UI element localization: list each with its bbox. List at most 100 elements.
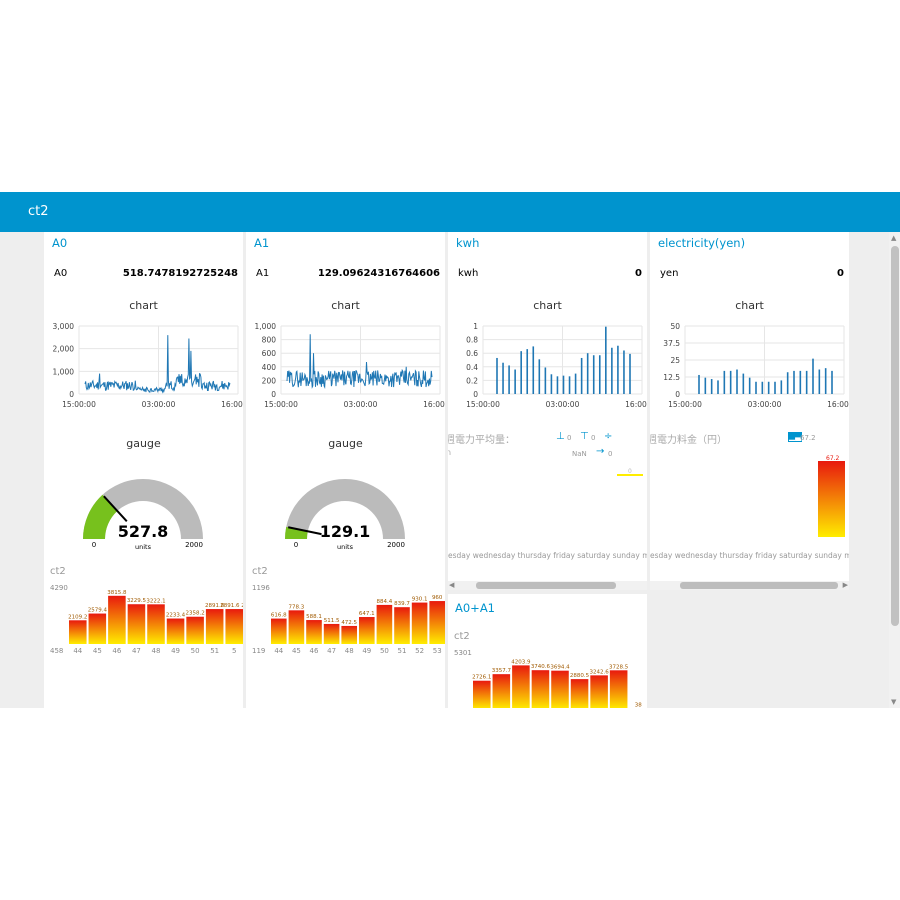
bar-chart-icon: ▁▃ — [788, 432, 803, 442]
bar-value-label: 616.8 — [271, 613, 287, 619]
text-label: yen — [660, 268, 679, 279]
bar-value-label: 2579.4 — [88, 608, 108, 614]
vertical-scrollbar[interactable]: ▲ ▼ — [889, 232, 900, 708]
y-tick-label: 800 — [262, 336, 277, 345]
bar — [492, 674, 511, 708]
x-tick-label: 16:00:00 — [827, 400, 849, 409]
bar-x-tick: 53 — [433, 647, 442, 655]
y-tick-label: 0.8 — [466, 336, 478, 345]
bar-x-tick: 47 — [327, 647, 336, 655]
bar-value-label: 647.1 — [359, 611, 375, 617]
group-title: A0 — [52, 236, 68, 250]
x-tick-label: 15:00:00 — [62, 400, 96, 409]
text-value: 518.7478192725248 — [122, 268, 238, 279]
bar-value-label: 3815.8 — [107, 590, 127, 596]
x-tick-label: 15:00:00 — [466, 400, 500, 409]
gauge-fill — [285, 526, 308, 539]
bar-x-tick: 45 — [93, 647, 102, 655]
bar-x-tick: 46 — [112, 647, 121, 655]
gauge-widget: 129.1 units 0 2000 — [285, 479, 405, 551]
line-chart: 1,000 800 600 400 200 015:00:00 03:00:00 16:00:… — [255, 322, 445, 409]
y-tick-label: 37.5 — [663, 339, 680, 348]
gauge-units: units — [337, 543, 354, 551]
scrollbar-thumb[interactable] — [891, 246, 899, 626]
bar-y-bottom: 458 — [50, 647, 63, 655]
x-tick-label: 16:00:00 — [423, 400, 445, 409]
bar — [323, 623, 340, 644]
horizontal-scrollbar[interactable]: ▶ — [650, 581, 849, 590]
bar-value-label: 930.1 — [412, 597, 428, 603]
scroll-up-icon[interactable]: ▲ — [891, 234, 897, 242]
group-title: A1 — [254, 236, 270, 250]
scrollbar-thumb[interactable] — [476, 582, 616, 589]
chart-title: chart — [129, 299, 158, 312]
bar-x-tick: 44 — [73, 647, 82, 655]
bar — [570, 679, 589, 708]
bar-value-label: 960 — [432, 595, 443, 601]
bar-value-label: 511.5 — [324, 618, 340, 624]
bar — [411, 602, 428, 644]
gauge-title: gauge — [328, 437, 363, 450]
line-chart: 3,000 2,000 1,000 015:00:00 03:00:00 16:00:00 — [53, 322, 243, 409]
y-tick-label: 600 — [262, 349, 277, 358]
bar-chart-label: ct2 — [252, 566, 268, 577]
bar-x-tick: 48 — [345, 647, 354, 655]
series-line — [286, 334, 433, 389]
scroll-down-icon[interactable]: ▼ — [891, 698, 897, 706]
y-tick-label: 1,000 — [53, 367, 75, 376]
gauge-max: 2000 — [185, 541, 203, 549]
bar-value-label: 2109.2 — [68, 614, 87, 620]
x-tick-label: 16:00:00 — [221, 400, 243, 409]
bar-value-label: 38 — [635, 703, 642, 708]
gauge-title: gauge — [126, 437, 161, 450]
text-value: 129.09624316764606 — [317, 268, 440, 279]
scroll-left-icon[interactable]: ◀ — [449, 581, 455, 589]
gauge-widget: 527.8 units 0 2000 — [83, 479, 203, 551]
bar — [271, 618, 287, 644]
chart-title: chart — [735, 299, 764, 312]
bar-value-label: 778.3 — [289, 604, 305, 610]
bar-value-label: 2726.1 — [472, 675, 491, 681]
gauge-units: units — [135, 543, 152, 551]
bar-x-tick: 48 — [152, 647, 161, 655]
x-tick-label: 03:00:00 — [344, 400, 378, 409]
gauge-fill — [83, 494, 118, 539]
gauge-track — [285, 479, 405, 539]
divide-icon: ÷ — [604, 431, 613, 442]
gauge-min: 0 — [294, 541, 298, 549]
bar — [473, 680, 491, 708]
bar-value-label: 2891.6 29 — [220, 603, 243, 609]
gauge-needle — [288, 526, 322, 536]
y-tick-label: 0 — [69, 390, 74, 399]
bar-value-label: 2880.5 — [570, 673, 590, 679]
bar — [531, 670, 550, 708]
bar — [551, 670, 569, 708]
bar — [147, 604, 165, 644]
bar — [376, 604, 393, 644]
horizontal-scrollbar[interactable]: ◀ — [448, 581, 647, 590]
stat-arrow-value: 0 — [608, 450, 613, 458]
bar-value-label: 884.4 — [377, 599, 393, 605]
bar-x-tick: 50 — [380, 647, 389, 655]
scroll-right-icon[interactable]: ▶ — [842, 581, 848, 589]
stat-low: 0 — [567, 434, 572, 442]
y-tick-label: 0.4 — [466, 363, 478, 372]
bar — [341, 625, 357, 644]
bar-data-label: 0 — [628, 468, 632, 475]
bar — [818, 461, 845, 537]
weekday-axis: esday wednesday thursday friday saturday… — [448, 551, 647, 560]
gauge-needle — [103, 495, 128, 522]
x-tick-label: 03:00:00 — [142, 400, 176, 409]
dashboard-area: A0 A0 518.7478192725248 chart 3,000 2,000… — [0, 232, 900, 708]
scrollbar-thumb[interactable] — [680, 582, 838, 589]
bar-value-label: 588.1 — [306, 614, 322, 620]
bar — [306, 620, 322, 644]
bar-chart-label: ct2 — [454, 631, 470, 642]
bar — [512, 665, 530, 708]
y-tick-label: 1 — [473, 322, 478, 331]
y-tick-label: 0 — [675, 390, 680, 399]
group-title: A0+A1 — [455, 601, 496, 615]
line-chart: 50 37.5 25 12.5 015:00:00 03:00:00 16:00:00 — [663, 322, 849, 409]
group-electricity-yen: electricity(yen) yen 0 chart 50 37.5 25 12.… — [650, 232, 849, 590]
